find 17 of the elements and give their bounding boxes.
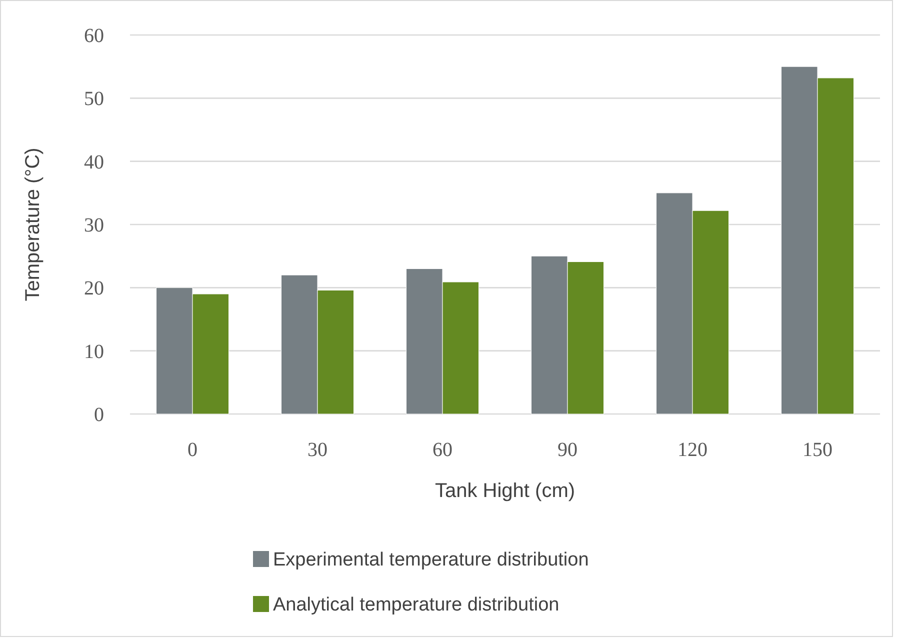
x-tick-label: 120: [678, 439, 708, 461]
y-tick-label: 50: [84, 88, 104, 110]
y-tick-label: 30: [84, 214, 104, 236]
y-tick-label: 20: [84, 278, 104, 300]
y-axis-title: Temperature (°C): [22, 148, 44, 302]
legend-label: Analytical temperature distribution: [273, 594, 560, 616]
x-tick-label: 0: [188, 439, 198, 461]
y-tick-label: 40: [84, 151, 104, 174]
x-axis-title: Tank Hight (cm): [434, 480, 576, 502]
x-tick-label: 60: [432, 439, 452, 461]
x-tick-label: 90: [558, 439, 578, 461]
y-tick-label: 0: [94, 404, 104, 426]
x-tick-label: 30: [308, 439, 328, 461]
y-tick-label: 60: [84, 25, 104, 47]
legend-label: Experimental temperature distribution: [273, 550, 589, 571]
x-tick-label: 150: [802, 439, 832, 461]
y-tick-label: 10: [84, 340, 104, 363]
